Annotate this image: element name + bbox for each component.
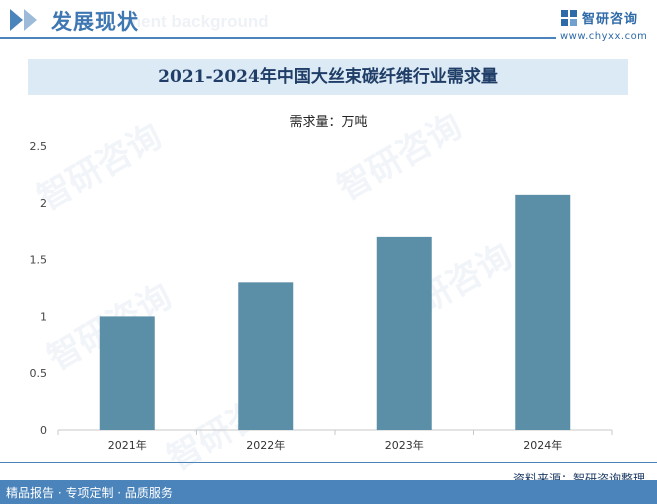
x-tick-label: 2024年: [523, 438, 562, 452]
chart-unit-label: 需求量：万吨: [289, 115, 368, 130]
header-background-text: ment background: [126, 12, 269, 31]
chart-title: 2021-2024年中国大丝束碳纤维行业需求量: [158, 67, 498, 87]
x-tick-label: 2022年: [246, 438, 285, 452]
brand-name: 智研咨询: [582, 12, 639, 27]
bar-chart: 0 0.5 1 1.5 2 2.5 2021年 2022年 2023年 2024年: [30, 140, 613, 452]
y-tick-label: 0: [40, 424, 47, 437]
chart-title-band: 2021-2024年中国大丝束碳纤维行业需求量: [28, 59, 628, 95]
footer-tagline: 精品报告 · 专项定制 · 品质服务: [6, 486, 173, 500]
footer-tagline-bar: 精品报告 · 专项定制 · 品质服务: [0, 480, 657, 504]
x-tick-label: 2023年: [385, 438, 424, 452]
y-tick-label: 0.5: [30, 367, 48, 380]
brand-url: www.chyxx.com: [560, 31, 648, 42]
bar-1: [99, 316, 155, 430]
footer-divider: [0, 462, 657, 463]
y-tick-label: 2.5: [30, 140, 48, 153]
section-title: 发展现状: [51, 10, 139, 34]
header: ment background 发展现状 智研咨询 www.chyxx.com: [0, 0, 657, 44]
x-tick-label: 2021年: [108, 438, 147, 452]
bar-4: [515, 194, 571, 430]
chevron-right-icon: [24, 9, 37, 31]
y-tick-label: 2: [40, 197, 47, 210]
bar-3: [376, 236, 432, 430]
bar-2: [238, 282, 294, 430]
header-divider: [0, 37, 556, 39]
y-tick-label: 1.5: [30, 254, 48, 267]
chevron-right-icon: [10, 9, 23, 31]
y-tick-label: 1: [40, 310, 47, 323]
chyxx-logo-icon: [561, 10, 577, 26]
